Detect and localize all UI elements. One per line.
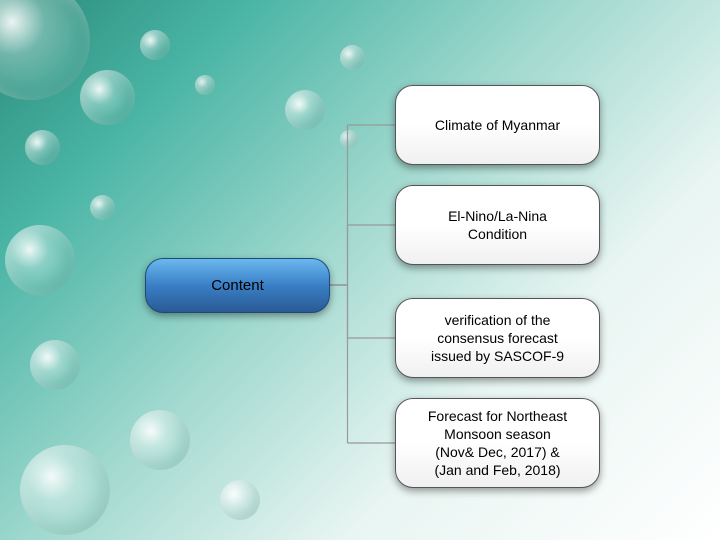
child-label-line: (Nov& Dec, 2017) & bbox=[435, 443, 560, 461]
child-label-line: (Jan and Feb, 2018) bbox=[434, 461, 560, 479]
water-bubble bbox=[130, 410, 190, 470]
child-node-3: Forecast for NortheastMonsoon season(Nov… bbox=[395, 398, 600, 488]
water-bubble bbox=[340, 130, 358, 148]
water-bubble bbox=[340, 45, 365, 70]
water-bubble bbox=[5, 225, 75, 295]
child-label-line: Monsoon season bbox=[444, 425, 551, 443]
child-node-1: El-Nino/La-NinaCondition bbox=[395, 185, 600, 265]
water-bubble bbox=[140, 30, 170, 60]
water-bubble bbox=[90, 195, 115, 220]
water-bubble bbox=[195, 75, 215, 95]
root-label: Content bbox=[211, 277, 264, 294]
child-label-line: consensus forecast bbox=[437, 329, 558, 347]
water-bubble bbox=[220, 480, 260, 520]
root-node-content: Content bbox=[145, 258, 330, 313]
water-bubble bbox=[30, 340, 80, 390]
water-bubble bbox=[80, 70, 135, 125]
child-label-line: Condition bbox=[468, 225, 527, 243]
water-bubble bbox=[20, 445, 110, 535]
child-node-0: Climate of Myanmar bbox=[395, 85, 600, 165]
child-label-line: Forecast for Northeast bbox=[428, 407, 567, 425]
water-bubble bbox=[25, 130, 60, 165]
child-node-2: verification of theconsensus forecastiss… bbox=[395, 298, 600, 378]
child-label-line: El-Nino/La-Nina bbox=[448, 207, 547, 225]
child-label-line: issued by SASCOF-9 bbox=[431, 347, 564, 365]
child-label-line: Climate of Myanmar bbox=[435, 116, 560, 134]
water-bubble bbox=[0, 0, 90, 100]
child-label-line: verification of the bbox=[445, 311, 551, 329]
water-bubble bbox=[285, 90, 325, 130]
